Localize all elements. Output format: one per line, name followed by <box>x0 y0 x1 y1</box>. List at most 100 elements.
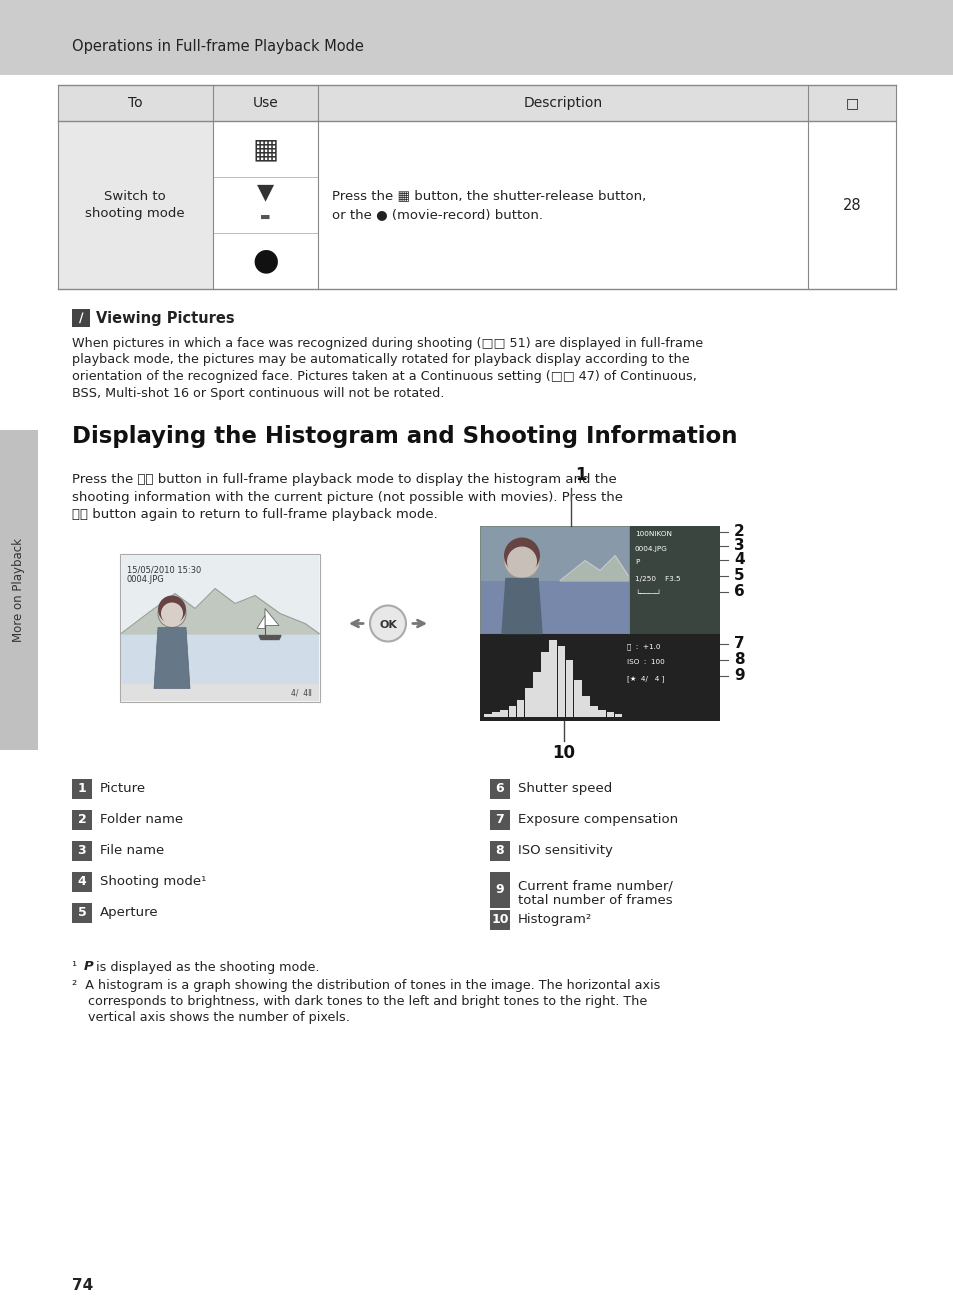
Text: ●: ● <box>252 247 278 276</box>
Bar <box>479 633 720 720</box>
Text: ∕: ∕ <box>78 311 83 325</box>
Bar <box>121 555 318 635</box>
Text: P: P <box>635 560 639 565</box>
Text: 1: 1 <box>77 782 87 795</box>
Bar <box>490 841 510 861</box>
Polygon shape <box>501 578 541 633</box>
Text: ⬜  :  +1.0: ⬜ : +1.0 <box>626 644 659 650</box>
Text: vertical axis shows the number of pixels.: vertical axis shows the number of pixels… <box>71 1012 350 1025</box>
Bar <box>490 778 510 799</box>
Bar <box>71 309 90 327</box>
Bar <box>574 681 581 716</box>
Text: 4: 4 <box>77 875 87 888</box>
Polygon shape <box>153 628 190 689</box>
Text: total number of frames: total number of frames <box>517 894 672 907</box>
Bar <box>121 633 318 683</box>
Circle shape <box>503 543 539 578</box>
Text: └────┘: └────┘ <box>635 591 660 598</box>
Bar <box>71 871 91 891</box>
Bar <box>71 809 91 829</box>
Text: 2: 2 <box>733 524 744 539</box>
Bar <box>58 85 895 121</box>
Text: is displayed as the shooting mode.: is displayed as the shooting mode. <box>91 961 319 974</box>
Bar <box>508 707 516 716</box>
Bar <box>0 430 38 750</box>
Text: 8: 8 <box>733 652 744 668</box>
Text: Operations in Full-frame Playback Mode: Operations in Full-frame Playback Mode <box>71 39 363 54</box>
Text: Use: Use <box>253 96 278 110</box>
Bar <box>499 711 508 716</box>
Text: Switch to
shooting mode: Switch to shooting mode <box>85 189 185 221</box>
Text: Folder name: Folder name <box>100 813 183 827</box>
Circle shape <box>503 537 539 573</box>
Bar <box>58 121 213 289</box>
Bar <box>121 683 318 700</box>
Polygon shape <box>256 615 265 628</box>
Text: Displaying the Histogram and Shooting Information: Displaying the Histogram and Shooting In… <box>71 424 737 448</box>
Text: Aperture: Aperture <box>100 905 158 918</box>
Text: 6: 6 <box>496 782 504 795</box>
Circle shape <box>370 606 406 641</box>
Text: shooting information with the current picture (not possible with movies). Press : shooting information with the current pi… <box>71 490 622 503</box>
Bar <box>490 871 510 908</box>
Bar <box>565 660 573 716</box>
Circle shape <box>158 599 186 628</box>
Text: Shutter speed: Shutter speed <box>517 782 612 795</box>
Text: 74: 74 <box>71 1277 93 1293</box>
Bar <box>480 527 628 582</box>
Text: Press the ⓈⓀ button in full-frame playback mode to display the histogram and the: Press the ⓈⓀ button in full-frame playba… <box>71 473 616 486</box>
Text: 8: 8 <box>496 844 504 857</box>
Text: ¹: ¹ <box>71 961 81 974</box>
Circle shape <box>506 547 537 577</box>
Text: □: □ <box>844 96 858 110</box>
Bar <box>581 696 589 716</box>
Text: Shooting mode¹: Shooting mode¹ <box>100 875 206 888</box>
Text: Description: Description <box>523 96 602 110</box>
Text: 4/  4Ⅱ: 4/ 4Ⅱ <box>291 689 312 696</box>
Text: ²  A histogram is a graph showing the distribution of tones in the image. The ho: ² A histogram is a graph showing the dis… <box>71 979 659 992</box>
Bar <box>71 778 91 799</box>
Bar <box>598 711 605 716</box>
Text: 9: 9 <box>733 668 744 683</box>
Text: BSS, Multi-shot 16 or Sport continuous will not be rotated.: BSS, Multi-shot 16 or Sport continuous w… <box>71 386 444 399</box>
Text: 5: 5 <box>77 905 87 918</box>
Text: Exposure compensation: Exposure compensation <box>517 813 678 827</box>
Text: 28: 28 <box>841 197 861 213</box>
Bar <box>517 700 524 716</box>
Bar <box>590 707 598 716</box>
Text: ▦: ▦ <box>253 135 278 163</box>
Bar <box>490 809 510 829</box>
Text: playback mode, the pictures may be automatically rotated for playback display ac: playback mode, the pictures may be autom… <box>71 353 689 367</box>
Text: 7: 7 <box>733 636 744 650</box>
Text: ▼: ▼ <box>256 183 274 202</box>
Text: 9: 9 <box>496 883 504 896</box>
Text: 10: 10 <box>552 745 575 762</box>
Bar <box>71 841 91 861</box>
Text: [★  4/   4 ]: [★ 4/ 4 ] <box>626 675 663 682</box>
Bar <box>492 712 499 716</box>
Bar <box>120 553 319 702</box>
Bar <box>479 526 720 720</box>
Text: Press the ▦ button, the shutter-release button,
or the ● (movie-record) button.: Press the ▦ button, the shutter-release … <box>332 189 645 221</box>
Text: 0004.JPG: 0004.JPG <box>127 576 165 585</box>
Text: orientation of the recognized face. Pictures taken at a Continuous setting (□□ 4: orientation of the recognized face. Pict… <box>71 371 696 382</box>
Text: 3: 3 <box>77 844 86 857</box>
Text: Current frame number/: Current frame number/ <box>517 879 672 892</box>
Text: Picture: Picture <box>100 782 146 795</box>
Text: 1: 1 <box>575 465 586 484</box>
Text: ▬: ▬ <box>260 213 271 222</box>
Bar <box>480 581 628 632</box>
Bar <box>490 909 510 929</box>
Text: More on Playback: More on Playback <box>12 537 26 643</box>
Text: 7: 7 <box>496 813 504 827</box>
Bar <box>557 645 565 716</box>
Text: 100NIKON: 100NIKON <box>635 531 671 537</box>
Text: 5: 5 <box>733 568 744 583</box>
Bar <box>0 0 953 75</box>
Bar <box>71 903 91 922</box>
Circle shape <box>161 603 183 624</box>
Bar <box>479 526 629 633</box>
Text: 3: 3 <box>733 537 744 553</box>
Text: 2: 2 <box>77 813 87 827</box>
Text: 1/250    F3.5: 1/250 F3.5 <box>635 576 679 582</box>
